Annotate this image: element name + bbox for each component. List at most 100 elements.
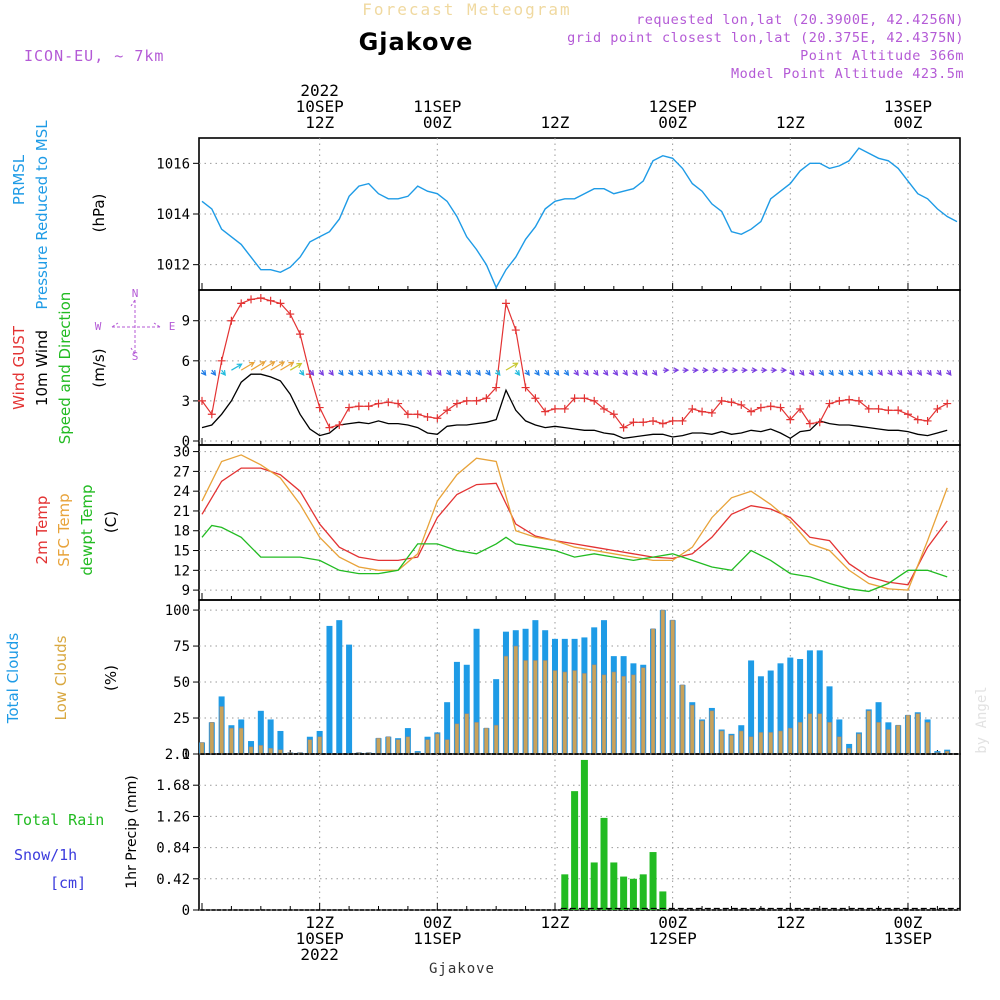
gust-marker (796, 404, 805, 413)
compass-w: W (95, 320, 102, 333)
low-cloud-bar (797, 722, 803, 755)
wind-direction-arrow (543, 369, 550, 376)
total-cloud-bar (767, 670, 774, 754)
gust-marker (854, 396, 863, 405)
wind-direction-arrow (436, 369, 442, 376)
low-cloud-bar (229, 727, 234, 755)
y-tick-label: 27 (173, 464, 190, 480)
time-label-top: 11SEP (413, 97, 461, 116)
low-cloud-bar (248, 746, 254, 755)
gust-marker (923, 416, 932, 425)
gust-marker (207, 410, 216, 419)
gust-marker (609, 410, 618, 419)
low-cloud-bar (582, 673, 587, 755)
axis-title-2m-temp: 2m Temp (33, 496, 51, 565)
low-cloud-bar (454, 723, 460, 755)
low-cloud-bar (650, 628, 656, 755)
gust-marker (394, 399, 403, 408)
gust-marker (423, 412, 432, 421)
total-cloud-bar (777, 663, 784, 754)
wind-direction-arrow (308, 369, 315, 376)
low-cloud-bar (258, 745, 264, 755)
gust-marker (835, 396, 844, 405)
gust-marker (874, 404, 883, 413)
compass-rose: N W E S (95, 287, 176, 363)
rain-bar (629, 878, 637, 910)
wind-direction-arrow (651, 369, 658, 376)
gust-marker (296, 330, 305, 339)
low-cloud-bar (895, 724, 901, 755)
y-tick-label: 6 (182, 354, 190, 370)
wind-direction-arrow (347, 369, 354, 376)
y-tick-label: 25 (173, 711, 190, 727)
gust-marker (580, 394, 589, 403)
wind-direction-arrow (896, 369, 903, 376)
gust-marker (335, 420, 344, 429)
y-tick-label: 30 (173, 445, 190, 461)
gust-marker (443, 406, 452, 415)
low-cloud-bar (709, 710, 715, 755)
wind-direction-arrow (632, 369, 638, 376)
gust-marker (472, 396, 481, 405)
wind-direction-arrow (563, 369, 570, 376)
compass-s: S (132, 350, 139, 363)
low-cloud-bar (385, 736, 391, 755)
low-cloud-bar (219, 706, 224, 755)
low-cloud-bar (611, 671, 617, 755)
y-tick-label: 24 (173, 484, 190, 500)
footer-location: Gjakove (429, 961, 495, 977)
low-cloud-bar (729, 734, 734, 755)
wind-speed-line (201, 373, 948, 440)
wind-direction-arrow (808, 369, 815, 376)
gust-marker (649, 416, 658, 425)
wind-direction-arrow (200, 369, 207, 376)
wind-direction-arrow (602, 369, 609, 376)
label-total-rain: Total Rain (14, 811, 104, 829)
total-cloud-bar (806, 650, 813, 754)
time-label-top: 13SEP (884, 97, 932, 116)
total-cloud-bar (336, 620, 343, 754)
wind-direction-arrow (682, 367, 690, 374)
low-cloud-bar (631, 674, 636, 755)
total-cloud-bar (748, 660, 755, 754)
total-cloud-bar (757, 676, 764, 754)
gust-marker (354, 402, 363, 411)
y-tick-label: 0 (182, 434, 190, 450)
low-cloud-bar (444, 739, 450, 755)
wind-direction-arrow (789, 369, 795, 376)
wind-direction-arrow (387, 369, 393, 376)
wind-direction-arrow (945, 369, 952, 376)
total-cloud-bar (453, 661, 460, 754)
gust-marker (501, 299, 510, 308)
axis-unit-c: (C) (102, 511, 120, 533)
y-tick-label: 1016 (156, 156, 190, 172)
wind-direction-arrow (926, 369, 932, 376)
y-tick-label: 2.1 (165, 747, 190, 763)
gust-marker (384, 398, 393, 407)
y-tick-label: 21 (173, 504, 190, 520)
gust-marker (737, 400, 746, 409)
low-cloud-bar (778, 730, 783, 755)
wind-direction-arrow (721, 367, 729, 374)
wind-direction-arrow (887, 369, 893, 376)
gust-marker (707, 408, 716, 417)
time-label-top: 00Z (423, 113, 452, 132)
gust-marker (747, 407, 756, 416)
panel-frame (198, 289, 961, 446)
gust-marker (462, 396, 471, 405)
label-snow: Snow/1h (14, 846, 77, 864)
gust-marker (688, 404, 697, 413)
rain-bar (639, 874, 647, 910)
wind-direction-arrow (867, 369, 874, 376)
gust-marker (521, 383, 530, 392)
gust-marker (639, 418, 648, 427)
low-cloud-bar (925, 722, 930, 755)
gust-marker (433, 414, 442, 423)
gust-marker (325, 423, 334, 432)
low-cloud-bar (689, 704, 695, 755)
wind-direction-arrow (416, 369, 423, 376)
gust-marker (903, 410, 912, 419)
wind-direction-arrow (916, 369, 923, 376)
